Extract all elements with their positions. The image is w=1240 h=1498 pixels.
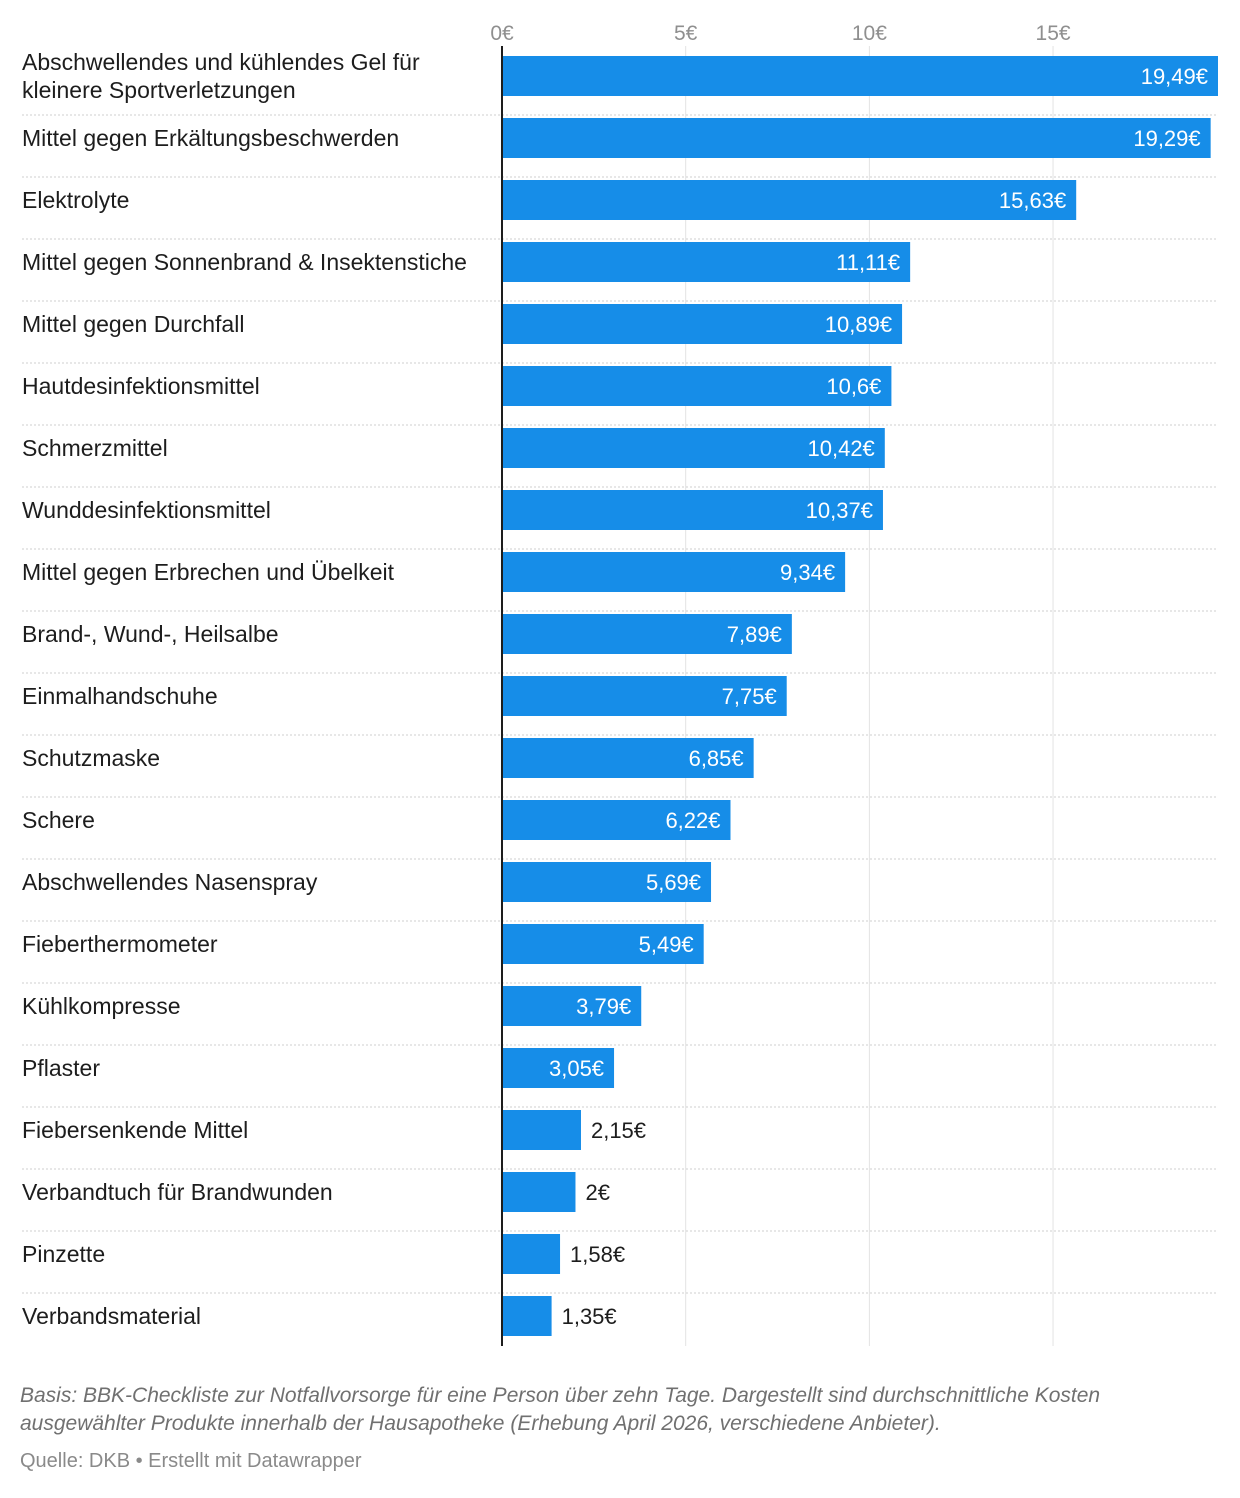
- bar: [502, 1296, 552, 1336]
- bar: [502, 180, 1077, 220]
- category-label: Mittel gegen Erbrechen und Übelkeit: [22, 559, 395, 585]
- bar-value-label: 2€: [585, 1180, 609, 1205]
- bar: [502, 800, 731, 840]
- bar: [502, 118, 1211, 158]
- bar-value-label: 7,89€: [727, 622, 782, 647]
- bar-value-label: 10,37€: [806, 498, 873, 523]
- category-label: Abschwellendes Nasenspray: [22, 869, 318, 895]
- bar-value-label: 10,42€: [808, 436, 875, 461]
- bar-value-label: 6,22€: [665, 808, 720, 833]
- bar: [502, 862, 712, 902]
- category-label: Fiebersenkende Mittel: [22, 1117, 248, 1143]
- bar-value-label: 11,11€: [836, 250, 900, 275]
- bar: [502, 1048, 615, 1088]
- category-label: Schere: [22, 807, 95, 833]
- bar-value-label: 5,69€: [646, 870, 701, 895]
- bar: [502, 304, 903, 344]
- bar: [502, 552, 846, 592]
- category-label: Abschwellendes und kühlendes Gel für klei…: [22, 49, 420, 103]
- bar-value-label: 6,85€: [689, 746, 744, 771]
- category-label: Brand-, Wund-, Heilsalbe: [22, 621, 279, 647]
- bar-value-label: 3,79€: [576, 994, 631, 1019]
- category-label: Wunddesinfektionsmittel: [22, 497, 271, 523]
- bar-value-label: 15,63€: [999, 188, 1066, 213]
- bar-value-label: 10,89€: [825, 312, 892, 337]
- category-label: Verbandsmaterial: [22, 1303, 201, 1329]
- bar-value-label: 9,34€: [780, 560, 835, 585]
- x-tick-label: 0€: [490, 22, 514, 45]
- category-label: Hautdesinfektionsmittel: [22, 373, 260, 399]
- bar-value-label: 2,15€: [591, 1118, 646, 1143]
- bar: [502, 1172, 576, 1212]
- category-label: Mittel gegen Sonnenbrand & Insektenstich…: [22, 249, 467, 275]
- bar-value-label: 19,29€: [1133, 126, 1200, 151]
- bar-value-label: 7,75€: [722, 684, 777, 709]
- bar: [502, 428, 885, 468]
- chart-notes: Basis: BBK-Checkliste zur Notfallvorsorg…: [20, 1384, 1101, 1435]
- x-tick-label: 5€: [674, 22, 698, 45]
- chart-source: Quelle: DKB • Erstellt mit Datawrapper: [20, 1450, 362, 1472]
- bar: [502, 1234, 561, 1274]
- bar-value-label: 5,49€: [639, 932, 694, 957]
- bar-value-label: 1,58€: [570, 1242, 625, 1267]
- bar: [502, 986, 642, 1026]
- bar: [502, 676, 787, 716]
- category-label: Elektrolyte: [22, 187, 129, 213]
- bar: [502, 490, 883, 530]
- x-tick-label: 10€: [852, 22, 887, 45]
- bar: [502, 614, 792, 654]
- bar: [502, 738, 754, 778]
- category-label: Pinzette: [22, 1241, 105, 1267]
- bar: [502, 56, 1218, 96]
- bar: [502, 242, 911, 282]
- x-tick-label: 15€: [1036, 22, 1071, 45]
- category-label: Mittel gegen Durchfall: [22, 311, 244, 337]
- bar-value-label: 3,05€: [549, 1056, 604, 1081]
- category-label: Pflaster: [22, 1055, 100, 1081]
- category-label: Verbandtuch für Brandwunden: [22, 1179, 333, 1205]
- category-label: Fieberthermometer: [22, 931, 218, 957]
- category-label: Mittel gegen Erkältungsbeschwerden: [22, 125, 399, 151]
- bar-value-label: 10,6€: [826, 374, 881, 399]
- bar: [502, 924, 704, 964]
- bar-value-label: 1,35€: [562, 1304, 617, 1329]
- bar-chart: 0€ 5€ 10€ 15€ Abschwellendes und kühlendes G…: [22, 22, 1218, 1346]
- bar: [502, 1110, 581, 1150]
- category-label: Einmalhandschuhe: [22, 683, 218, 709]
- category-label: Kühlkompresse: [22, 993, 181, 1019]
- category-label: Schmerzmittel: [22, 435, 168, 461]
- bar: [502, 366, 892, 406]
- category-label: Schutzmaske: [22, 745, 160, 771]
- bar-value-label: 19,49€: [1141, 64, 1208, 89]
